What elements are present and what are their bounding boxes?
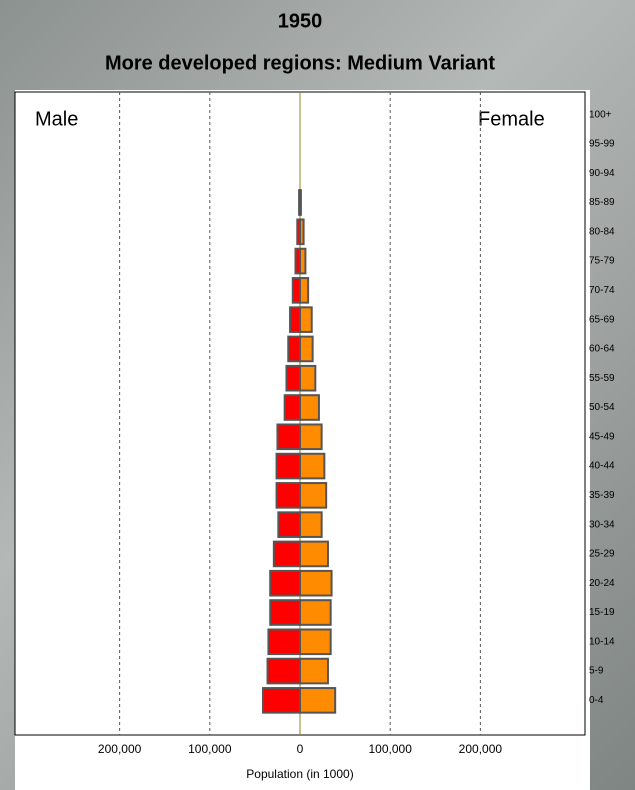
bar [269, 599, 301, 626]
bar [299, 394, 320, 421]
y-tick-label: 75-79 [589, 256, 615, 267]
bar [277, 511, 301, 538]
bar [299, 540, 329, 568]
bar [266, 657, 301, 685]
bar [299, 247, 307, 275]
bar [299, 482, 328, 509]
bar [289, 306, 301, 333]
y-tick-label: 30-34 [589, 519, 615, 530]
y-tick-label: 0-4 [589, 695, 604, 706]
x-tick-label: 100,000 [188, 742, 232, 756]
bar [272, 540, 302, 568]
bar [275, 482, 301, 509]
bar [299, 335, 314, 363]
left-label: Male [35, 108, 78, 130]
right-label: Female [478, 108, 545, 130]
chart-title: 1950 [278, 10, 323, 32]
bar [275, 452, 301, 480]
bar [299, 628, 332, 656]
bar [299, 569, 333, 597]
x-tick-label: 200,000 [98, 742, 142, 756]
bar [291, 277, 302, 304]
y-tick-label: 40-44 [589, 461, 615, 472]
y-tick-label: 10-14 [589, 636, 615, 647]
y-tick-label: 95-99 [589, 139, 615, 150]
bar [299, 657, 329, 685]
y-tick-label: 90-94 [589, 168, 615, 179]
bar [299, 687, 337, 714]
bar [299, 306, 313, 333]
chart-subtitle: More developed regions: Medium Variant [105, 52, 495, 74]
y-tick-label: 55-59 [589, 373, 615, 384]
bar [299, 511, 323, 538]
y-tick-label: 80-84 [589, 226, 615, 237]
bar [299, 218, 305, 246]
y-tick-label: 20-24 [589, 578, 615, 589]
y-tick-label: 60-64 [589, 344, 615, 355]
bar [287, 335, 302, 363]
bar [299, 364, 317, 392]
bar [285, 364, 302, 392]
y-tick-label: 70-74 [589, 285, 615, 296]
x-tick-label: 100,000 [368, 742, 412, 756]
x-tick-label: 200,000 [459, 742, 503, 756]
x-axis-label: Population (in 1000) [246, 767, 353, 781]
y-tick-label: 5-9 [589, 666, 604, 677]
y-tick-label: 45-49 [589, 431, 615, 442]
bar [276, 423, 302, 451]
y-tick-label: 35-39 [589, 490, 615, 501]
bar [299, 599, 332, 626]
y-tick-label: 65-69 [589, 314, 615, 325]
x-tick-label: 0 [297, 742, 304, 756]
y-tick-label: 15-19 [589, 607, 615, 618]
bar [283, 394, 302, 421]
y-tick-label: 50-54 [589, 402, 615, 413]
bar [299, 423, 323, 451]
bar [267, 628, 301, 656]
y-tick-label: 100+ [589, 109, 612, 120]
y-tick-label: 85-89 [589, 197, 615, 208]
bar [262, 687, 302, 714]
y-tick-label: 25-29 [589, 549, 615, 560]
bar [299, 452, 326, 480]
bar [269, 569, 301, 597]
bar [299, 277, 310, 304]
bar [299, 189, 302, 216]
